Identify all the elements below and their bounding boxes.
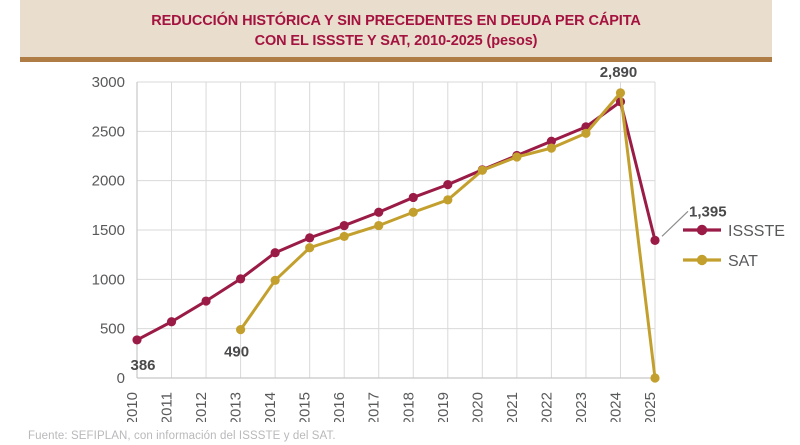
x-tick-label: 2013 [228,392,245,422]
data-point-sat-2014[interactable] [270,275,280,285]
data-point-sat-2017[interactable] [374,220,384,231]
chart-container: 0 500 1000 1500 2000 2500 3000 2010 2011 2012 2013… [0,62,800,422]
page-title: REDUCCIÓN HISTÓRICA Y SIN PRECEDENTES EN… [20,11,772,51]
y-tick-label: 2000 [92,173,125,190]
data-point-sat-2018[interactable] [408,207,418,217]
legend-label-sat: SAT [728,253,758,270]
line-chart: 0 500 1000 1500 2000 2500 3000 2010 2011 2012 2013… [92,64,785,422]
data-point-sat-2021[interactable] [512,152,522,162]
y-tick-label: 500 [100,321,125,338]
data-point-issste-2015[interactable] [305,233,315,243]
x-tick-label: 2024 [607,392,624,422]
data-point-sat-2022[interactable] [546,143,557,153]
data-point-issste-2011[interactable] [166,317,177,327]
data-point-issste-2016[interactable] [339,220,349,231]
data-point-issste-2025[interactable] [650,235,660,245]
data-point-sat-2020[interactable] [477,165,487,175]
annotation-1395: 1,395 [689,203,727,220]
data-point-issste-2014[interactable] [270,248,280,258]
source-note: Fuente: SEFIPLAN, con información del IS… [28,430,336,442]
x-tick-label: 2016 [331,392,348,422]
y-tick-label: 1000 [92,271,125,288]
series-line-issste [135,100,657,342]
x-tick-label: 2010 [124,392,141,422]
x-tick-label: 2021 [504,392,521,422]
annotation-490: 490 [224,344,249,361]
x-tick-label: 2020 [469,392,486,422]
x-tick-label: 2014 [262,392,279,422]
data-point-issste-2017[interactable] [374,207,384,217]
y-tick-label: 0 [117,370,125,387]
legend-marker-sat [696,254,708,266]
data-point-sat-2023[interactable] [581,128,591,138]
data-point-issste-2019[interactable] [443,180,453,190]
data-point-issste-2018[interactable] [408,192,418,203]
data-point-sat-2024[interactable] [615,88,626,98]
x-tick-label: 2025 [642,392,659,422]
data-point-sat-2015[interactable] [305,243,315,253]
x-tick-label: 2015 [297,392,314,422]
data-point-issste-2010[interactable] [132,335,142,345]
data-point-sat-2016[interactable] [339,231,349,242]
y-tick-label: 1500 [92,222,125,239]
legend-marker-issste [696,224,708,236]
annotation-2890: 2,890 [600,64,638,81]
y-tick-label: 3000 [92,74,125,91]
data-point-sat-2019[interactable] [443,195,453,205]
title-line-1: REDUCCIÓN HISTÓRICA Y SIN PRECEDENTES EN… [151,13,641,29]
annotation-leader-line [661,210,689,237]
x-tick-label: 2022 [538,392,555,422]
x-tick-label: 2012 [193,392,210,422]
x-tick-label: 2023 [573,392,590,422]
header-band [20,0,772,57]
y-tick-label: 2500 [92,123,125,140]
data-point-sat-2025[interactable] [650,373,660,383]
header-divider-rule [20,57,772,62]
data-point-issste-2012[interactable] [201,296,211,306]
data-point-issste-2013[interactable] [236,274,246,284]
data-point-sat-2013[interactable] [236,325,246,335]
title-line-2: CON EL ISSSTE Y SAT, 2010-2025 (pesos) [254,33,538,49]
x-tick-label: 2017 [366,392,383,422]
x-tick-label: 2011 [159,392,176,422]
data-point-issste-2022[interactable] [546,136,557,146]
x-tick-label: 2018 [400,392,417,422]
x-tick-label: 2019 [435,392,452,422]
legend-label-issste: ISSSTE [728,223,785,240]
annotation-386: 386 [130,357,155,374]
